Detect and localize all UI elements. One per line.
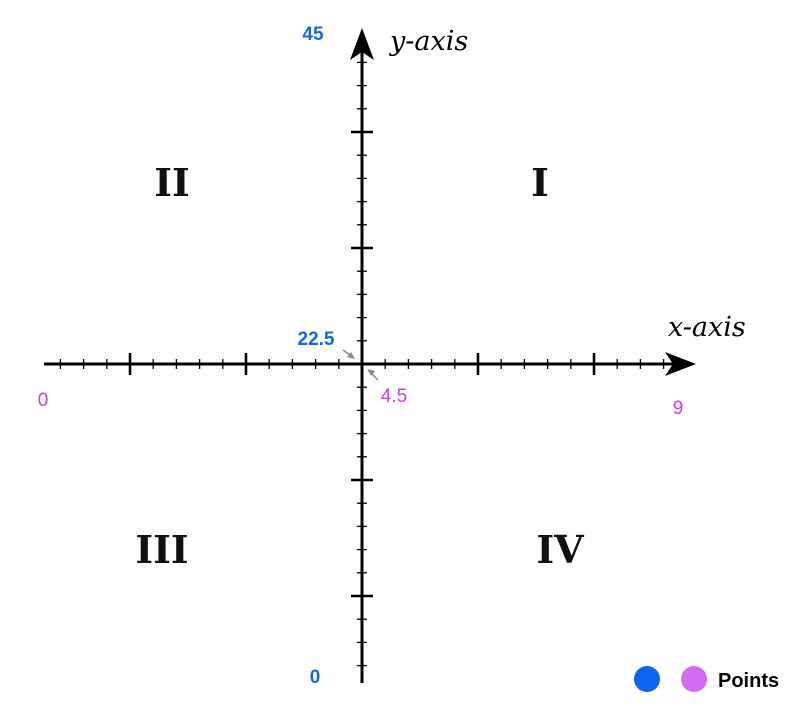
quadrant-label-i: I	[531, 160, 549, 205]
quadrant-label-iv: IV	[536, 527, 585, 572]
y-axis-ticks	[351, 61, 373, 667]
x-mid-pointer-arrow	[367, 369, 379, 381]
y-axis-mid-label: 22.5	[298, 329, 335, 350]
legend: Points	[634, 666, 779, 692]
x-axis-mid-label: 4.5	[381, 386, 407, 407]
y-mid-pointer-arrow	[342, 349, 355, 359]
y-axis-min-label: 0	[310, 667, 321, 688]
x-axis-title: x-axis	[668, 312, 746, 343]
legend-blue-dot	[634, 666, 660, 692]
y-axis-title: y-axis	[389, 26, 468, 57]
legend-magenta-dot	[681, 666, 707, 692]
legend-label: Points	[718, 670, 779, 692]
y-axis-max-label: 45	[302, 24, 324, 45]
x-axis-arrowhead	[665, 352, 696, 376]
quadrant-label-iii: III	[135, 527, 188, 572]
x-axis-min-label: 0	[38, 390, 49, 411]
quadrant-label-ii: II	[154, 160, 190, 205]
y-axis-arrowhead	[350, 28, 374, 60]
x-axis-max-label: 9	[673, 398, 684, 419]
x-axis-ticks	[59, 353, 665, 375]
